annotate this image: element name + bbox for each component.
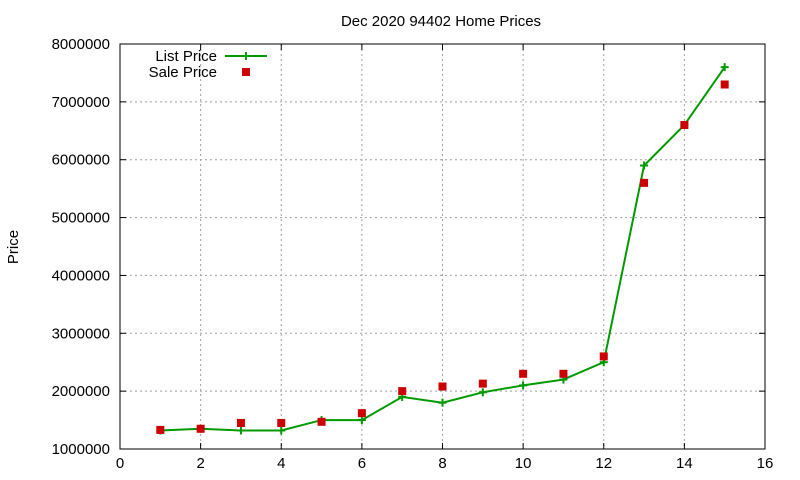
- list-price-point: [640, 161, 649, 170]
- x-tick-label: 10: [515, 455, 532, 472]
- list-price-point: [519, 381, 528, 390]
- y-tick-label: 1000000: [52, 441, 110, 458]
- sale-price-point: [640, 178, 649, 187]
- y-tick-label: 5000000: [52, 210, 110, 227]
- sale-price-point: [478, 379, 487, 388]
- sale-price-point: [720, 80, 729, 89]
- y-tick-label: 4000000: [52, 267, 110, 284]
- y-tick-label: 2000000: [52, 383, 110, 400]
- list-price-point: [720, 63, 729, 72]
- series: [156, 63, 729, 435]
- x-tick-label: 2: [196, 455, 204, 472]
- legend-sale-price-marker: [242, 68, 250, 76]
- y-tick-label: 6000000: [52, 152, 110, 169]
- x-tick-label: 4: [277, 455, 285, 472]
- list-price-point: [236, 426, 245, 435]
- sale-price-point: [398, 387, 407, 396]
- sale-price-point: [236, 418, 245, 427]
- chart-title: Dec 2020 94402 Home Prices: [341, 13, 541, 30]
- list-price-point: [478, 388, 487, 397]
- x-tick-label: 16: [757, 455, 774, 472]
- list-price-point: [277, 426, 286, 435]
- x-tick-label: 12: [595, 455, 612, 472]
- x-tick-label: 8: [438, 455, 446, 472]
- y-tick-label: 8000000: [52, 36, 110, 53]
- x-tick-label: 6: [358, 455, 366, 472]
- sale-price-point: [317, 417, 326, 426]
- x-tick-label: 14: [676, 455, 693, 472]
- legend-list-price-marker: [242, 52, 250, 60]
- sale-price-point: [519, 369, 528, 378]
- sale-price-point: [357, 409, 366, 418]
- plot-frame: [119, 43, 766, 450]
- list-price-point: [357, 416, 366, 425]
- legend-label: List Price: [155, 48, 217, 65]
- legend-label: Sale Price: [149, 64, 217, 81]
- sale-price-point: [156, 425, 165, 434]
- sale-price-point: [438, 382, 447, 391]
- sale-price-point: [599, 352, 608, 361]
- y-axis-label: Price: [5, 230, 22, 264]
- sale-price-point: [196, 424, 205, 433]
- x-tick-label: 0: [116, 455, 124, 472]
- y-tick-label: 7000000: [52, 94, 110, 111]
- sale-price-point: [680, 121, 689, 129]
- sale-price-point: [559, 369, 568, 378]
- sale-price-point: [277, 418, 286, 427]
- y-tick-label: 3000000: [52, 325, 110, 342]
- list-price-point: [438, 398, 447, 407]
